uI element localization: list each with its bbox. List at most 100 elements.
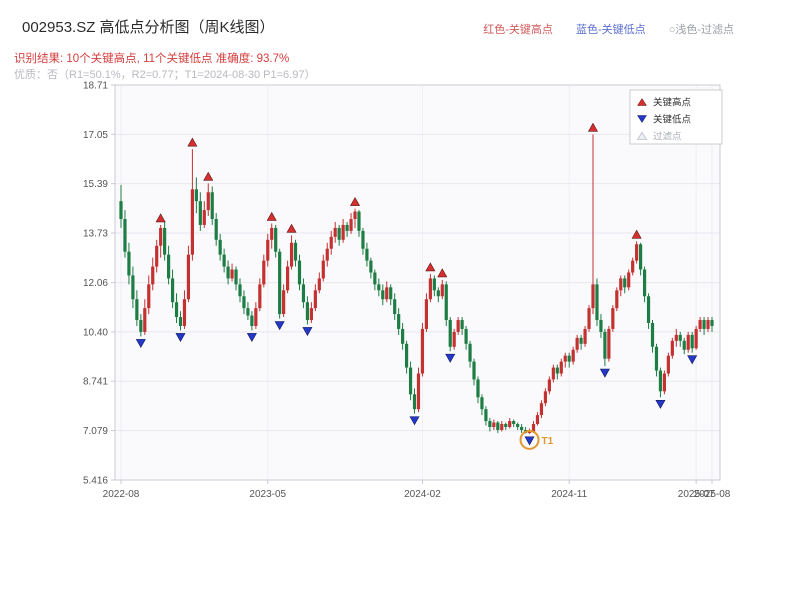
- candle-body: [678, 334, 682, 341]
- key-low-marker: [655, 399, 666, 409]
- candle-body: [480, 397, 484, 410]
- y-tick-label: 15.39: [83, 179, 108, 190]
- legend-item-label: 关键低点: [653, 114, 692, 126]
- candle-body: [650, 322, 655, 347]
- candle-body: [373, 272, 377, 285]
- key-low-marker: [246, 333, 257, 343]
- candle-body: [595, 284, 599, 321]
- candle-body: [127, 251, 131, 276]
- candle-body: [579, 337, 583, 344]
- candle-body: [301, 284, 306, 303]
- key-low-marker: [409, 416, 420, 426]
- candle-body: [385, 287, 389, 300]
- candle-body: [262, 260, 266, 285]
- y-tick-label: 7.079: [83, 426, 108, 437]
- candle-body: [202, 210, 206, 225]
- candle-body: [214, 219, 218, 240]
- candle-body: [258, 284, 262, 309]
- candle-body: [476, 379, 480, 398]
- candle-body: [190, 189, 194, 255]
- candle-body: [456, 320, 460, 332]
- candle-body: [520, 426, 524, 430]
- candle-body: [484, 409, 488, 422]
- candle-body: [607, 328, 611, 359]
- candle-body: [563, 355, 567, 362]
- candle-body: [706, 320, 710, 329]
- quality-note: 优质：否（R1=50.1%，R2=0.77；T1=2024-08-30 P1=6…: [14, 69, 316, 81]
- candle-body: [702, 320, 706, 329]
- candle-body: [381, 290, 385, 300]
- candle-body: [238, 284, 242, 297]
- candle-body: [282, 290, 286, 315]
- candle-body: [325, 248, 329, 261]
- page-title: 002953.SZ 高低点分析图（周K线图）: [22, 19, 275, 36]
- candle-body: [361, 230, 365, 249]
- candle-body: [333, 227, 337, 237]
- y-tick-label: 8.741: [83, 377, 108, 388]
- candle-body: [698, 320, 702, 329]
- candle-body: [464, 328, 468, 344]
- candle-body: [194, 189, 198, 202]
- candle-body: [639, 244, 643, 270]
- candle-body: [452, 331, 456, 347]
- candle-body: [206, 192, 210, 211]
- candle-body: [670, 340, 674, 356]
- x-tick-label: 2024-11: [551, 489, 587, 500]
- candle-body: [313, 290, 317, 309]
- candle-body: [654, 346, 659, 371]
- candle-body: [242, 296, 246, 309]
- candle-body: [500, 424, 504, 430]
- x-tick-label: 2025-08: [694, 489, 731, 500]
- t1-circle: [519, 429, 540, 450]
- y-tick-label: 13.73: [83, 228, 108, 239]
- candle-body: [170, 278, 175, 303]
- candle-body: [182, 299, 187, 326]
- candle-body: [353, 211, 357, 220]
- candle-body: [646, 296, 651, 323]
- candle-body: [230, 269, 234, 279]
- legend-filter-icon: [636, 131, 648, 140]
- candle-body: [424, 299, 429, 329]
- candles-layer: [119, 134, 714, 434]
- candle-body: [278, 251, 282, 315]
- candle-body: [527, 431, 532, 433]
- key-low-marker: [445, 353, 456, 363]
- candle-body: [305, 302, 310, 321]
- candle-body: [377, 284, 381, 291]
- candle-body: [444, 284, 448, 321]
- candle-body: [289, 242, 294, 267]
- y-tick-label: 5.416: [83, 476, 108, 487]
- candle-body: [472, 361, 476, 380]
- legend-high-icon: [637, 98, 647, 106]
- key-low-marker: [599, 368, 610, 378]
- candle-body: [587, 308, 591, 329]
- candle-body: [567, 355, 571, 362]
- key-low-marker: [524, 436, 535, 446]
- candle-body: [694, 328, 698, 349]
- legend-low-icon: [637, 115, 647, 123]
- key-high-marker: [437, 268, 448, 278]
- candle-body: [186, 254, 191, 300]
- recognition-result: 识别结果: 10个关键高点, 11个关键低点 准确度: 93.7%: [14, 53, 290, 65]
- candle-body: [432, 278, 436, 291]
- candle-body: [547, 379, 551, 392]
- key-high-marker: [286, 223, 297, 233]
- x-tick-label: 2023-05: [249, 489, 286, 500]
- candle-body: [611, 308, 615, 329]
- x-tick-label: 2022-08: [103, 489, 140, 500]
- candle-body: [535, 415, 540, 425]
- candle-body: [397, 314, 401, 329]
- candle-body: [163, 227, 167, 255]
- candle-body: [389, 287, 393, 300]
- key-high-marker: [155, 213, 166, 223]
- candle-body: [285, 266, 290, 291]
- key-high-marker: [350, 196, 361, 206]
- candle-body: [297, 260, 302, 285]
- candle-body: [147, 284, 151, 309]
- candle-body: [416, 373, 421, 410]
- candle-body: [642, 269, 647, 297]
- candle-body: [270, 227, 274, 240]
- key-high-marker: [631, 229, 642, 239]
- key-high-marker: [187, 137, 198, 147]
